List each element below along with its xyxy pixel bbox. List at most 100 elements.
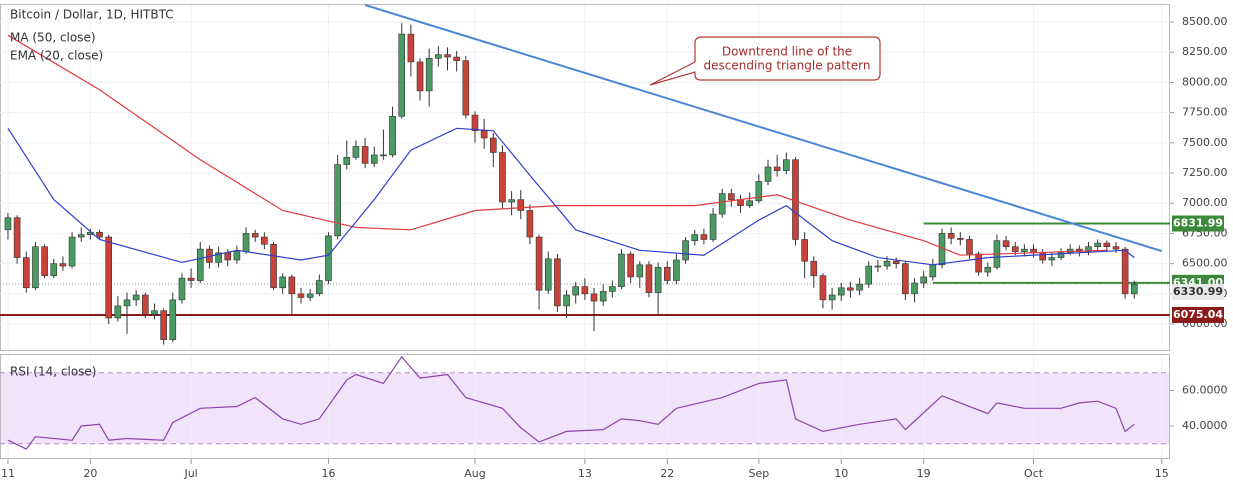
candle-body <box>663 266 671 281</box>
y-tick-label: 8500.00 <box>1182 15 1228 28</box>
level-label: 6330.99 <box>1173 285 1223 298</box>
indicator-line <box>7 127 1135 266</box>
candle-body <box>297 293 305 298</box>
x-tick-label: 15 <box>1155 467 1169 480</box>
candle-body <box>837 287 845 296</box>
candle-body <box>389 115 396 156</box>
candle-body <box>169 299 177 341</box>
candle-body <box>1112 246 1120 250</box>
candle-body <box>279 276 286 289</box>
x-tick-label: 22 <box>660 467 674 480</box>
rsi-title: RSI (14, close) <box>10 365 96 379</box>
candle-body <box>453 56 460 61</box>
x-tick-label: 19 <box>917 467 931 480</box>
callout-text: descending triangle pattern <box>704 59 871 73</box>
candle-body <box>288 276 296 295</box>
candle-body <box>1094 242 1101 248</box>
candle-body <box>480 130 488 139</box>
candle-body <box>1121 248 1129 295</box>
candle-body <box>233 251 241 261</box>
candle-body <box>911 282 918 295</box>
callout: Downtrend line of the descending triangl… <box>649 36 881 86</box>
candle-body <box>947 233 955 239</box>
candle-body <box>700 234 708 240</box>
candle-body <box>599 291 607 302</box>
candle-body <box>1057 252 1065 258</box>
candle-body <box>1130 283 1138 295</box>
x-tick-label: 13 <box>578 467 592 480</box>
candle-body <box>489 137 497 153</box>
candle-body <box>883 260 891 267</box>
candle-body <box>764 166 772 182</box>
candle-body <box>801 239 808 262</box>
candle-body <box>270 244 277 289</box>
candle-body <box>645 264 653 293</box>
candle-body <box>1103 242 1111 248</box>
candle-body <box>590 293 598 302</box>
candle-body <box>361 146 369 164</box>
candle-body <box>563 294 570 307</box>
legend-entry: MA (50, close) <box>10 31 96 45</box>
candle-body <box>123 299 131 307</box>
candle-body <box>902 263 909 295</box>
rsi-pane <box>0 354 1170 459</box>
candle-body <box>224 252 232 261</box>
candle-body <box>1039 252 1047 261</box>
candle-body <box>728 193 735 200</box>
candle-body <box>1048 257 1056 261</box>
candle-body <box>975 253 982 273</box>
candle-body <box>142 294 149 315</box>
candle-body <box>471 114 479 132</box>
indicator-line <box>7 355 1135 450</box>
candle-body <box>718 193 726 215</box>
candle-body <box>773 166 781 171</box>
candle-body <box>251 233 259 238</box>
candle-body <box>370 154 378 164</box>
candle-body <box>783 159 790 171</box>
candle-body <box>96 231 103 238</box>
y-tick-label: 60.0000 <box>1182 384 1228 397</box>
candle-body <box>609 286 616 292</box>
candle-body <box>627 253 634 278</box>
candle-body <box>737 199 744 206</box>
candle-body <box>682 240 689 261</box>
candle-body <box>1011 246 1019 252</box>
y-tick-label: 7000.00 <box>1182 196 1228 209</box>
candle-body <box>1002 240 1010 248</box>
candle-body <box>544 258 552 291</box>
level-label-bg <box>1172 306 1224 323</box>
candle-body <box>306 293 314 298</box>
candle-body <box>1085 246 1092 252</box>
candle-body <box>709 213 717 240</box>
candle-body <box>856 283 863 291</box>
candle-body <box>261 236 268 245</box>
y-tick-label: 8000.00 <box>1182 75 1228 88</box>
candle-body <box>462 60 470 116</box>
candle-body <box>929 264 937 278</box>
candle-body <box>581 286 589 295</box>
candle-body <box>792 159 799 240</box>
candle-body <box>984 266 992 273</box>
candle-body <box>966 239 973 255</box>
candle-body <box>654 266 662 293</box>
x-tick-label: Jul <box>183 467 197 480</box>
candle-body <box>196 248 204 281</box>
candle-body <box>178 277 186 301</box>
level-label: 6075.04 <box>1173 308 1223 321</box>
candle-body <box>68 236 76 267</box>
candle-body <box>920 276 927 284</box>
y-tick-label: 7500.00 <box>1182 136 1228 149</box>
candle-body <box>407 33 415 63</box>
y-tick-label: 7250.00 <box>1182 166 1228 179</box>
candle-body <box>41 246 48 277</box>
candle-body <box>398 33 406 117</box>
candle-body <box>535 236 543 291</box>
y-tick-label: 8250.00 <box>1182 45 1228 58</box>
plot-content: 6000.006250.006500.006750.007000.007250.… <box>0 4 1228 480</box>
candle-body <box>1021 248 1028 252</box>
candle-body <box>343 157 351 165</box>
candle-body <box>132 294 140 301</box>
indicator-line <box>7 34 1107 256</box>
